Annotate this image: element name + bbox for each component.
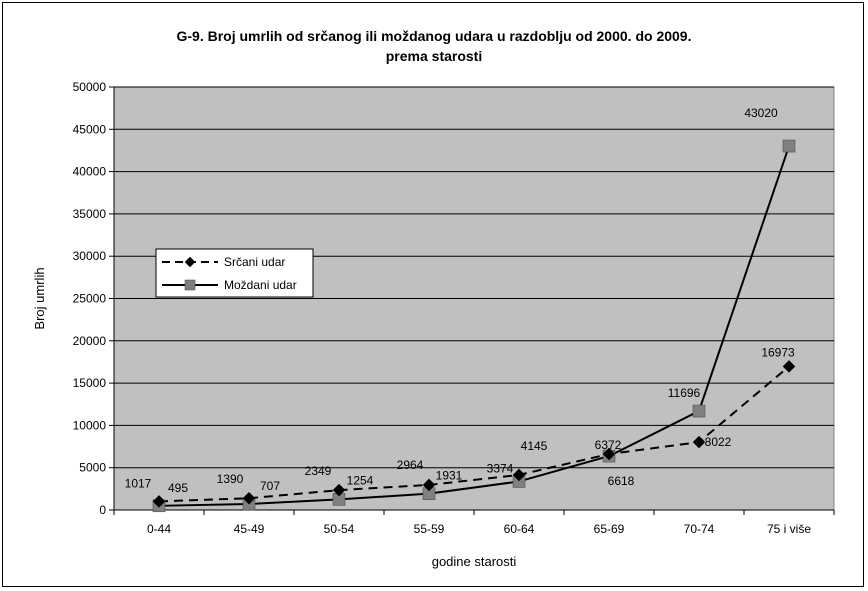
data-label: 707 <box>260 479 280 493</box>
marker-diamond <box>152 495 166 508</box>
x-tick-label: 65-69 <box>594 522 625 536</box>
x-axis-title: godine starosti <box>432 554 517 569</box>
y-tick-label: 0 <box>99 503 106 517</box>
y-tick-label: 50000 <box>73 80 107 94</box>
data-label: 2349 <box>305 464 332 478</box>
marker-diamond <box>332 483 346 497</box>
series-layer <box>152 139 796 513</box>
series-line-srcani-udar <box>158 365 790 503</box>
data-label: 4145 <box>521 439 548 453</box>
data-label: 8022 <box>705 435 732 449</box>
x-tick-label: 75 i više <box>767 522 811 536</box>
data-labels: 1017 1390 2349 2964 4145 6618 8022 16973 495 707 1… <box>125 106 795 495</box>
data-label: 16973 <box>761 345 795 359</box>
chart-title-line1: G-9. Broj umrlih od srčanog ili moždanog… <box>176 28 692 44</box>
x-tick-label: 70-74 <box>684 522 715 536</box>
x-tick-label: 45-49 <box>234 522 265 536</box>
marker-square <box>184 279 196 291</box>
y-tick-label: 45000 <box>73 122 107 136</box>
series-line-mozdani-udar <box>158 145 790 507</box>
marker-square <box>782 139 796 153</box>
y-axis-title: Broj umrlih <box>32 267 47 329</box>
data-label: 6372 <box>595 438 622 452</box>
marker-diamond <box>184 256 196 268</box>
chart-title-line2: prema starosti <box>385 48 483 64</box>
y-tick-label: 35000 <box>73 207 107 221</box>
marker-diamond <box>242 491 256 505</box>
axes: 0 5000 10000 15000 20000 25000 30000 35000 40000… <box>73 80 835 536</box>
legend-box <box>155 248 314 298</box>
x-tick-label: 60-64 <box>504 522 535 536</box>
x-tick-label: 0-44 <box>147 522 171 536</box>
legend-label: Srčani udar <box>224 255 285 269</box>
legend-label: Moždani udar <box>224 278 297 292</box>
data-label: 1390 <box>217 472 244 486</box>
data-label: 6618 <box>608 474 635 488</box>
y-tick-label: 5000 <box>79 461 106 475</box>
x-tick-label: 50-54 <box>324 522 355 536</box>
marker-diamond <box>422 478 436 492</box>
data-label: 43020 <box>744 106 778 120</box>
y-tick-label: 30000 <box>73 249 107 263</box>
chart-title: G-9. Broj umrlih od srčanog ili moždanog… <box>0 26 868 66</box>
data-label: 2964 <box>397 458 424 472</box>
y-tick-label: 20000 <box>73 334 107 348</box>
data-label: 3374 <box>487 461 514 475</box>
y-tick-label: 40000 <box>73 165 107 179</box>
marker-diamond <box>692 435 706 449</box>
marker-diamond <box>782 360 796 373</box>
data-label: 1017 <box>125 476 152 490</box>
marker-diamond <box>602 447 616 461</box>
marker-square <box>692 404 706 418</box>
gridlines <box>114 86 834 469</box>
data-label: 495 <box>168 481 188 495</box>
data-label: 11696 <box>668 386 701 400</box>
y-tick-label: 15000 <box>73 376 107 390</box>
y-tick-label: 10000 <box>73 418 107 432</box>
x-tick-label: 55-59 <box>414 522 445 536</box>
legend: Srčani udar Moždani udar <box>155 248 314 298</box>
data-label: 1254 <box>347 473 374 487</box>
data-label: 1931 <box>436 469 463 483</box>
y-tick-label: 25000 <box>73 292 107 306</box>
marker-diamond <box>512 468 526 482</box>
